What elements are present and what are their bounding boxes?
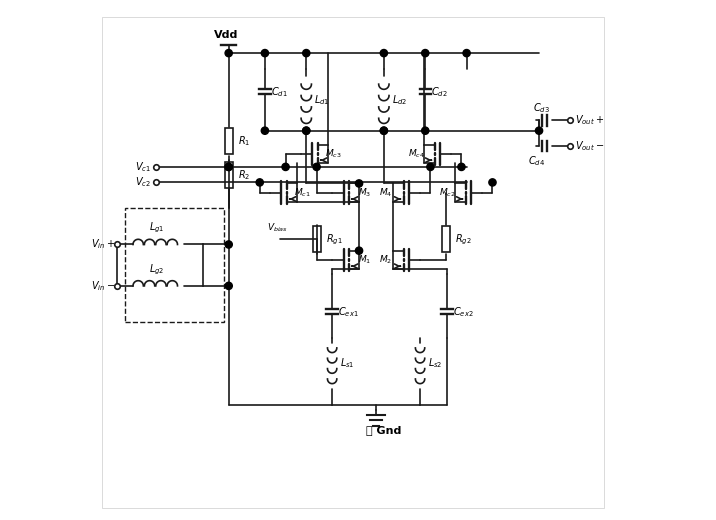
Circle shape [225,49,232,57]
Circle shape [256,179,263,186]
Text: $V_{c2}$: $V_{c2}$ [135,176,151,189]
Text: $M_{c1}$: $M_{c1}$ [294,187,311,199]
Text: $R_{g2}$: $R_{g2}$ [455,232,472,246]
Circle shape [282,163,289,171]
Text: $L_{s2}$: $L_{s2}$ [428,357,442,370]
Text: ⏚ Gnd: ⏚ Gnd [366,425,402,436]
Circle shape [380,127,387,134]
Circle shape [261,127,268,134]
Circle shape [225,163,232,171]
Bar [225,162,233,188]
Circle shape [313,163,320,171]
Text: $L_{g2}$: $L_{g2}$ [149,262,164,277]
Circle shape [422,49,429,57]
Circle shape [225,163,232,171]
Text: $C_{ex1}$: $C_{ex1}$ [339,305,359,319]
Bar [125,209,223,322]
Circle shape [355,180,363,187]
Circle shape [489,179,496,186]
Circle shape [380,127,387,134]
Text: $M_1$: $M_1$ [357,254,371,266]
Circle shape [303,49,310,57]
Circle shape [303,127,310,134]
Circle shape [422,127,429,134]
Circle shape [303,127,310,134]
Text: $V_{out}+$: $V_{out}+$ [575,113,604,127]
Text: $M_{c4}$: $M_{c4}$ [408,148,425,160]
Bar [472,441,601,503]
Bar [313,226,321,252]
Circle shape [355,247,363,254]
Text: $M_{c2}$: $M_{c2}$ [439,187,456,199]
Text: $V_{in}-$: $V_{in}-$ [91,279,115,293]
Text: $M_3$: $M_3$ [357,187,371,199]
Text: $V_{out}-$: $V_{out}-$ [575,139,604,153]
Text: $M_2$: $M_2$ [379,254,392,266]
Text: $C_{d1}$: $C_{d1}$ [271,85,288,99]
Circle shape [225,241,232,248]
Circle shape [380,49,387,57]
Text: $C_{d2}$: $C_{d2}$ [432,85,448,99]
Text: $C_{d4}$: $C_{d4}$ [528,154,545,168]
Circle shape [427,163,434,171]
Text: $L_{g1}$: $L_{g1}$ [149,221,164,235]
Circle shape [261,49,268,57]
Circle shape [458,163,465,171]
Bar [442,226,450,252]
Circle shape [463,49,470,57]
Text: $R_2$: $R_2$ [238,168,251,181]
Circle shape [225,282,232,290]
Text: $M_4$: $M_4$ [379,187,392,199]
Text: $R_1$: $R_1$ [238,134,251,148]
Text: $V_{c1}$: $V_{c1}$ [135,160,151,174]
Text: $L_{d2}$: $L_{d2}$ [392,93,407,107]
Text: $V_{in}+$: $V_{in}+$ [91,238,115,251]
Text: $L_{s1}$: $L_{s1}$ [340,357,354,370]
Text: $M_{c3}$: $M_{c3}$ [325,148,342,160]
Text: $V_{bias}$: $V_{bias}$ [267,222,289,234]
Text: $L_{d1}$: $L_{d1}$ [314,93,329,107]
Text: $C_{ex2}$: $C_{ex2}$ [453,305,474,319]
Bar [225,128,233,154]
Text: $C_{d3}$: $C_{d3}$ [533,101,550,115]
Text: Vdd: Vdd [214,30,238,40]
Circle shape [536,127,543,134]
Text: $R_{g1}$: $R_{g1}$ [326,232,343,246]
